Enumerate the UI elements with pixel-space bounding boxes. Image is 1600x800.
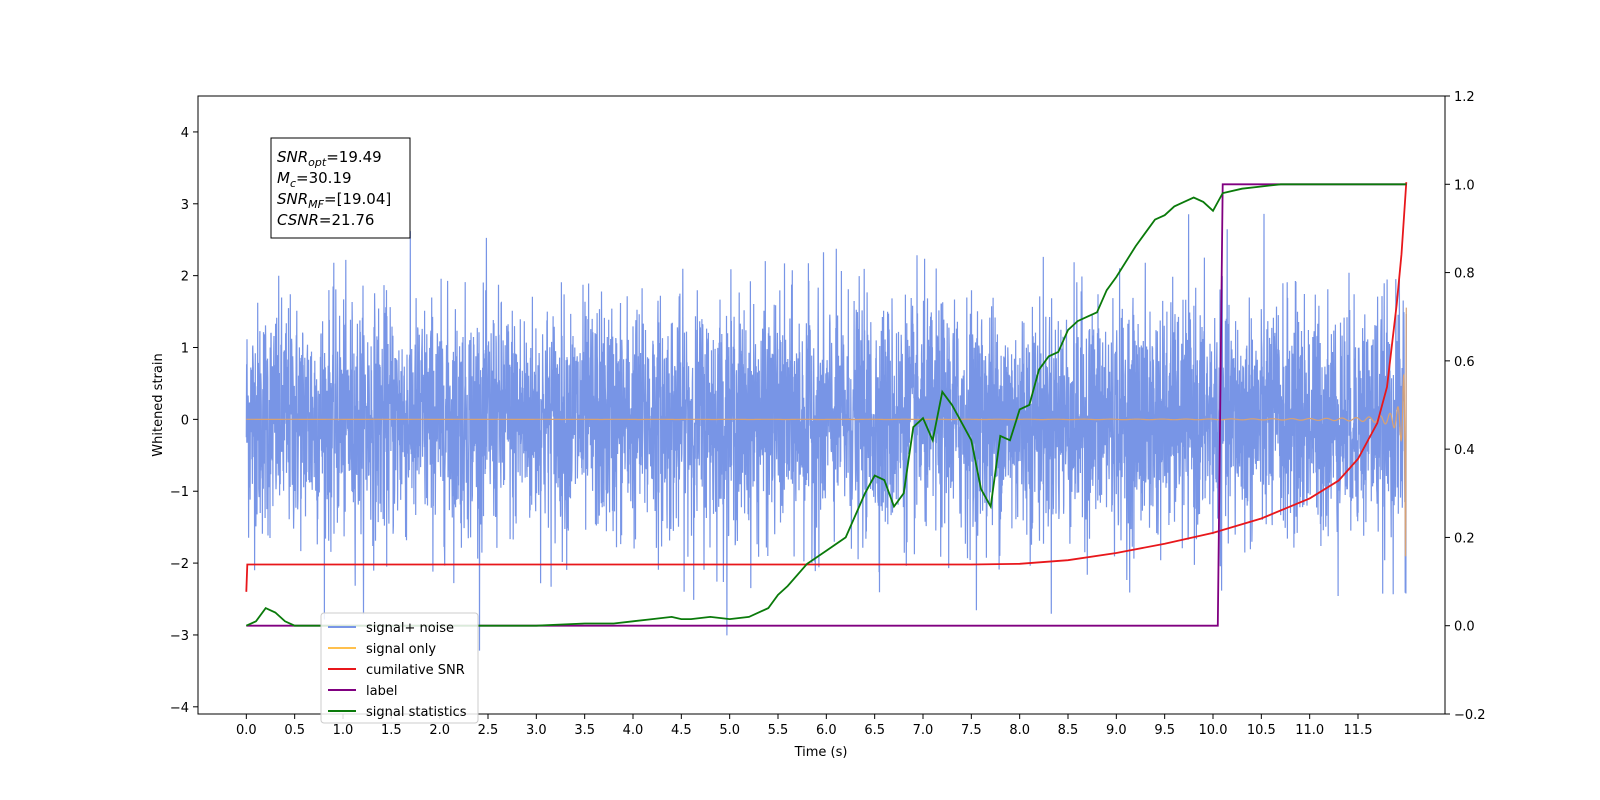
x-tick-label: 4.5 bbox=[671, 723, 692, 738]
y2-tick-label: 0.8 bbox=[1454, 267, 1475, 282]
annotation-value: =[19.04] bbox=[324, 190, 391, 208]
y2-tick-label: 0.2 bbox=[1454, 531, 1475, 546]
signal-noise-line bbox=[245, 213, 1407, 651]
x-tick-label: 0.0 bbox=[236, 723, 257, 738]
signal-noise-series bbox=[245, 213, 1407, 651]
x-tick-label: 3.5 bbox=[574, 723, 595, 738]
x-tick-label: 11.5 bbox=[1344, 723, 1373, 738]
x-tick-label: 4.0 bbox=[623, 723, 644, 738]
plot-frame bbox=[197, 95, 1446, 715]
x-axis: 0.0 0.5 1.0 1.5 2.0 2.5 3.0 3.5 4.0 4.5 5.0 5.5 6.0 6… bbox=[236, 714, 1372, 738]
y-tick-label: 3 bbox=[181, 198, 189, 213]
x-tick-label: 5.0 bbox=[719, 723, 740, 738]
signal-statistics-line bbox=[245, 183, 1407, 627]
annotation-subscript: c bbox=[290, 177, 296, 190]
x-tick-label: 1.0 bbox=[333, 723, 354, 738]
x-tick-label: 2.0 bbox=[429, 723, 450, 738]
annotation-symbol: M bbox=[277, 169, 290, 187]
y-tick-label: 1 bbox=[181, 342, 189, 357]
x-tick-label: 9.5 bbox=[1154, 723, 1175, 738]
y-tick-label: −4 bbox=[170, 701, 189, 716]
annotation-line: SNRopt=19.49 bbox=[277, 148, 382, 169]
legend: signal+ noise signal only cumilative SNR la… bbox=[320, 612, 479, 724]
x-tick-label: 10.0 bbox=[1199, 723, 1228, 738]
legend-label: signal only bbox=[366, 642, 436, 657]
y-tick-label: 0 bbox=[181, 413, 189, 428]
x-tick-label: 7.5 bbox=[961, 723, 982, 738]
annotation-value: =19.49 bbox=[326, 148, 382, 166]
signal-only-line bbox=[246, 307, 1407, 557]
y2-tick-label: −0.2 bbox=[1454, 708, 1486, 723]
x-tick-label: 9.0 bbox=[1106, 723, 1127, 738]
legend-label: cumilative SNR bbox=[366, 663, 465, 678]
x-tick-label: 8.5 bbox=[1058, 723, 1079, 738]
legend-label: signal statistics bbox=[366, 705, 467, 720]
x-tick-label: 0.5 bbox=[284, 723, 305, 738]
y2-tick-label: 0.0 bbox=[1454, 620, 1475, 635]
x-tick-label: 5.5 bbox=[768, 723, 789, 738]
annotation-line: CSNR=21.76 bbox=[277, 211, 374, 229]
annotation-value: =21.76 bbox=[319, 211, 375, 229]
y-tick-label: −3 bbox=[170, 629, 189, 644]
annotation-box: SNRopt=19.49Mc=30.19SNRMF=[19.04]CSNR=21… bbox=[270, 137, 411, 239]
y-tick-label: −2 bbox=[170, 557, 189, 572]
signal-only-series bbox=[246, 307, 1407, 557]
x-tick-label: 10.5 bbox=[1247, 723, 1276, 738]
annotation-line: SNRMF=[19.04] bbox=[277, 190, 391, 211]
cumulative-snr-line bbox=[245, 182, 1408, 592]
x-tick-label: 7.0 bbox=[913, 723, 934, 738]
y-tick-label: 2 bbox=[181, 270, 189, 285]
y2-tick-label: 0.4 bbox=[1454, 443, 1475, 458]
annotation-subscript: MF bbox=[308, 198, 324, 211]
cumulative-snr-series bbox=[245, 182, 1408, 592]
y2-tick-label: 1.2 bbox=[1454, 90, 1475, 105]
x-tick-label: 6.5 bbox=[864, 723, 885, 738]
x-axis-label: Time (s) bbox=[794, 745, 848, 760]
annotation-symbol: SNR bbox=[277, 190, 308, 208]
plot-area bbox=[245, 182, 1408, 651]
y-tick-label: −1 bbox=[170, 485, 189, 500]
y-axis-label: Whitened strain bbox=[151, 353, 166, 456]
annotation-symbol: SNR bbox=[277, 148, 308, 166]
x-tick-label: 2.5 bbox=[478, 723, 499, 738]
annotation-subscript: opt bbox=[308, 156, 327, 169]
y-tick-label: 4 bbox=[181, 126, 189, 141]
signal-statistics-series bbox=[245, 183, 1407, 627]
x-tick-label: 1.5 bbox=[381, 723, 402, 738]
annotation-value: =30.19 bbox=[296, 169, 352, 187]
x-tick-label: 11.0 bbox=[1295, 723, 1324, 738]
x-tick-label: 6.0 bbox=[816, 723, 837, 738]
x-tick-label: 3.0 bbox=[526, 723, 547, 738]
y2-tick-label: 1.0 bbox=[1454, 178, 1475, 193]
annotation-line: Mc=30.19 bbox=[277, 169, 352, 190]
legend-label: label bbox=[366, 684, 397, 699]
y-axis-left: −4 −3 −2 −1 0 1 2 3 4 bbox=[170, 126, 198, 716]
y-axis-right: −0.2 0.0 0.2 0.4 0.6 0.8 1.0 1.2 bbox=[1445, 90, 1486, 723]
legend-label: signal+ noise bbox=[366, 621, 454, 636]
y2-tick-label: 0.6 bbox=[1454, 355, 1475, 370]
annotation-symbol: CSNR bbox=[277, 211, 319, 229]
x-tick-label: 8.0 bbox=[1009, 723, 1030, 738]
